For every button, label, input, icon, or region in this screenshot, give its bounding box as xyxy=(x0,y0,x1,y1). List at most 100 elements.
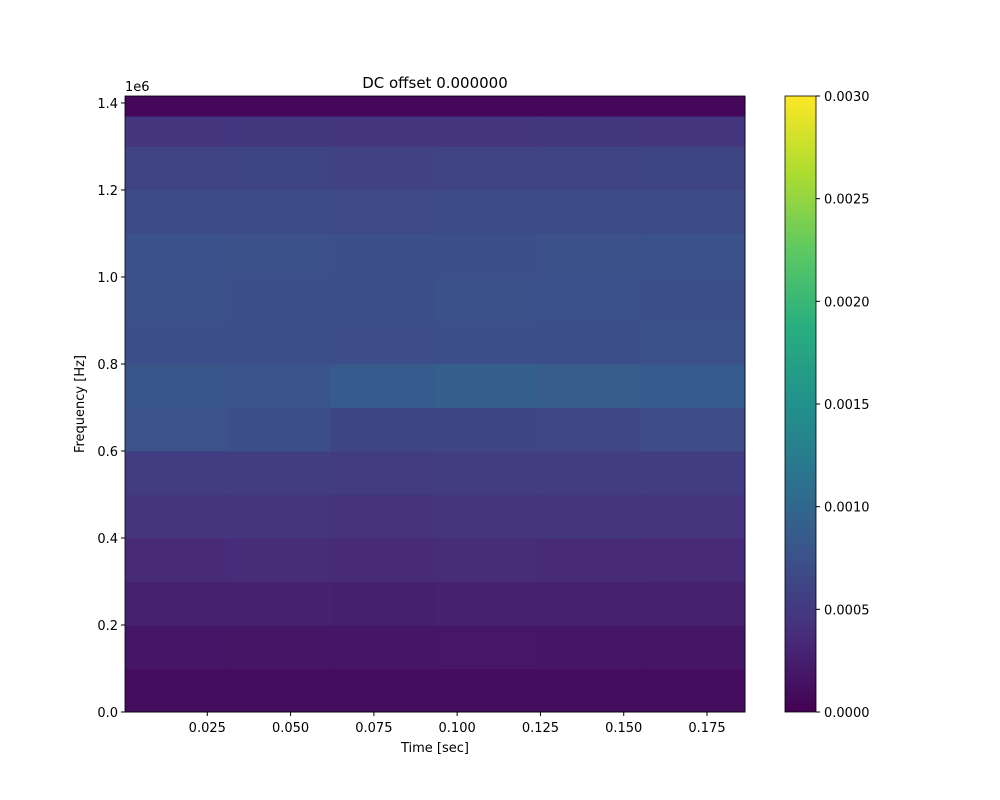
heatmap-cell xyxy=(537,450,641,495)
heatmap-cell xyxy=(227,320,332,365)
heatmap-cell xyxy=(125,624,228,669)
x-tick-label: 0.125 xyxy=(522,721,559,736)
heatmap-cell xyxy=(433,320,538,365)
heatmap-cell xyxy=(537,233,641,278)
heatmap-cell xyxy=(227,450,332,495)
heatmap-cell xyxy=(537,537,641,582)
heatmap-cell xyxy=(125,146,228,191)
heatmap-cell xyxy=(125,96,228,117)
heatmap-cell xyxy=(227,96,332,117)
colorbar-tick-label: 0.0015 xyxy=(824,398,870,413)
heatmap-cell xyxy=(330,407,435,452)
heatmap-cell xyxy=(330,494,435,539)
heatmap-cell xyxy=(640,537,746,582)
y-tick-label: 1.4 xyxy=(97,97,118,112)
heatmap-cell xyxy=(227,116,332,147)
heatmap-cell xyxy=(537,189,641,234)
heatmap-cell xyxy=(125,320,228,365)
heatmap-cell xyxy=(640,189,746,234)
heatmap-cell xyxy=(433,233,538,278)
colorbar-tick-label: 0.0010 xyxy=(824,501,870,516)
x-tick-label: 0.025 xyxy=(189,721,226,736)
heatmap-cell xyxy=(330,450,435,495)
heatmap-cell xyxy=(640,581,746,626)
x-tick-label: 0.075 xyxy=(355,721,392,736)
heatmap-cell xyxy=(537,320,641,365)
heatmap-cell xyxy=(433,363,538,408)
heatmap-cell xyxy=(227,189,332,234)
heatmap-cell xyxy=(640,116,746,147)
heatmap-cell xyxy=(640,494,746,539)
colorbar xyxy=(784,95,817,713)
y-tick-label: 0.6 xyxy=(97,445,118,460)
y-offset-label: 1e6 xyxy=(125,80,150,95)
heatmap-cell xyxy=(640,363,746,408)
x-axis-label: Time [sec] xyxy=(400,741,469,756)
y-tick-label: 1.0 xyxy=(97,271,118,286)
colorbar-tick-label: 0.0005 xyxy=(824,603,870,618)
heatmap-cell xyxy=(537,581,641,626)
colorbar-tick-label: 0.0000 xyxy=(824,706,870,721)
heatmap-cell xyxy=(227,146,332,191)
heatmap-cell xyxy=(537,146,641,191)
heatmap-cell xyxy=(640,407,746,452)
heatmap xyxy=(125,96,746,713)
heatmap-cell xyxy=(125,407,228,452)
heatmap-cell xyxy=(125,668,228,713)
heatmap-cell xyxy=(640,96,746,117)
y-tick-label: 0.4 xyxy=(97,532,118,547)
x-tick-label: 0.050 xyxy=(272,721,309,736)
heatmap-cell xyxy=(330,624,435,669)
x-tick-label: 0.100 xyxy=(439,721,476,736)
heatmap-cell xyxy=(330,116,435,147)
heatmap-cell xyxy=(330,363,435,408)
heatmap-cell xyxy=(330,233,435,278)
heatmap-cell xyxy=(125,116,228,147)
heatmap-cell xyxy=(433,581,538,626)
heatmap-cell xyxy=(640,146,746,191)
heatmap-cell xyxy=(433,624,538,669)
y-tick-label: 0.2 xyxy=(97,619,118,634)
heatmap-cell xyxy=(227,581,332,626)
heatmap-cell xyxy=(537,276,641,321)
heatmap-cell xyxy=(433,96,538,117)
heatmap-cell xyxy=(227,407,332,452)
heatmap-cell xyxy=(227,668,332,713)
heatmap-cell xyxy=(125,537,228,582)
colorbar-tick-label: 0.0020 xyxy=(824,295,870,310)
heatmap-cell xyxy=(433,146,538,191)
heatmap-cell xyxy=(125,363,228,408)
heatmap-cell xyxy=(433,494,538,539)
heatmap-cell xyxy=(537,407,641,452)
colorbar-tick-label: 0.0025 xyxy=(824,193,870,208)
heatmap-cell xyxy=(330,96,435,117)
heatmap-cell xyxy=(537,668,641,713)
heatmap-cell xyxy=(330,276,435,321)
heatmap-cell xyxy=(640,233,746,278)
heatmap-cell xyxy=(227,363,332,408)
heatmap-cell xyxy=(227,537,332,582)
y-axis-label: Frequency [Hz] xyxy=(73,355,88,453)
heatmap-cell xyxy=(640,668,746,713)
heatmap-cell xyxy=(125,450,228,495)
heatmap-cell xyxy=(125,233,228,278)
heatmap-cell xyxy=(537,624,641,669)
heatmap-cell xyxy=(537,363,641,408)
heatmap-cell xyxy=(125,189,228,234)
heatmap-cell xyxy=(227,494,332,539)
heatmap-cell xyxy=(640,450,746,495)
heatmap-cell xyxy=(227,624,332,669)
colorbar-tick-label: 0.0030 xyxy=(824,90,870,105)
heatmap-cell xyxy=(433,189,538,234)
heatmap-cell xyxy=(537,494,641,539)
heatmap-cell xyxy=(640,624,746,669)
heatmap-cell xyxy=(433,537,538,582)
heatmap-cell xyxy=(330,537,435,582)
heatmap-cell xyxy=(537,96,641,117)
heatmap-cell xyxy=(433,668,538,713)
heatmap-cell xyxy=(125,494,228,539)
heatmap-cell xyxy=(330,581,435,626)
heatmap-cell xyxy=(537,116,641,147)
y-tick-label: 0.0 xyxy=(97,706,118,721)
